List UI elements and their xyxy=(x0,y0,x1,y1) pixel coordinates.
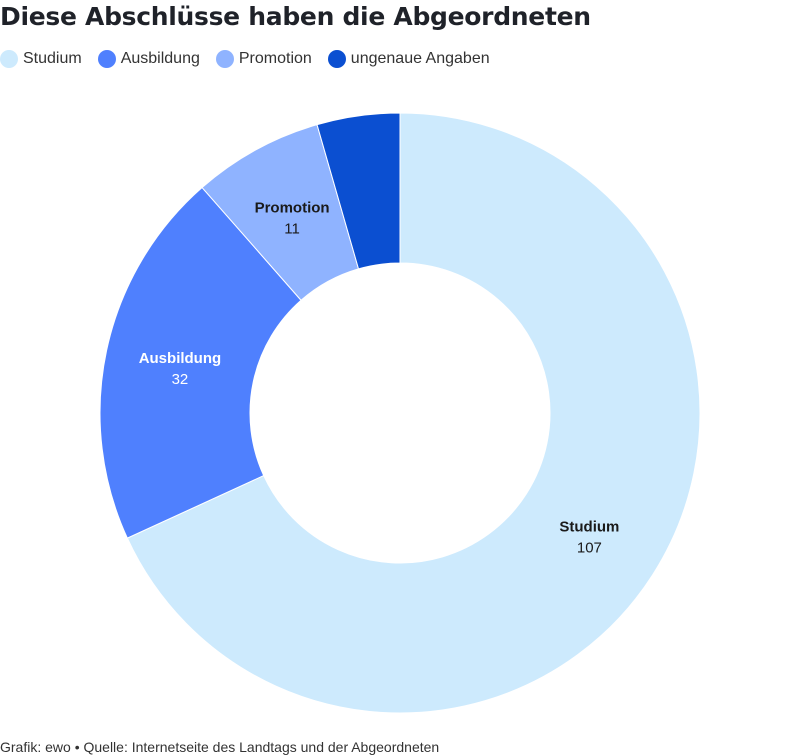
legend-swatch-ungenaue-angaben xyxy=(327,50,346,68)
slice-value-promotion: 11 xyxy=(284,221,300,238)
legend-label-ungenaue-angaben: ungenaue Angaben xyxy=(350,50,490,67)
legend-item-ausbildung[interactable]: Ausbildung xyxy=(97,50,200,68)
chart-legend: Studium Ausbildung Promotion ungenaue An… xyxy=(0,50,506,68)
legend-label-studium: Studium xyxy=(23,50,82,67)
legend-label-ausbildung: Ausbildung xyxy=(120,50,200,67)
source-footer: Grafik: ewo • Quelle: Internetseite des … xyxy=(0,739,440,755)
chart-title: Diese Abschlüsse haben die Abgeordneten xyxy=(0,2,591,31)
donut-slice-ausbildung[interactable] xyxy=(99,186,302,539)
legend-swatch-studium xyxy=(0,50,18,68)
legend-item-ungenaue-angaben[interactable]: ungenaue Angaben xyxy=(327,50,490,68)
legend-swatch-promotion xyxy=(215,50,234,68)
legend-label-promotion: Promotion xyxy=(238,50,312,67)
legend-swatch-ausbildung xyxy=(97,50,116,68)
legend-item-studium[interactable]: Studium xyxy=(0,50,82,68)
slice-value-ausbildung: 32 xyxy=(172,371,189,388)
donut-slice-studium[interactable] xyxy=(126,112,701,714)
slice-label-ausbildung: Ausbildung xyxy=(139,350,222,367)
slice-label-studium: Studium xyxy=(559,518,619,535)
slice-value-studium: 107 xyxy=(577,539,602,556)
legend-item-promotion[interactable]: Promotion xyxy=(215,50,312,68)
donut-slice-ungenaue-angaben[interactable] xyxy=(316,112,401,270)
slice-label-promotion: Promotion xyxy=(255,200,330,217)
